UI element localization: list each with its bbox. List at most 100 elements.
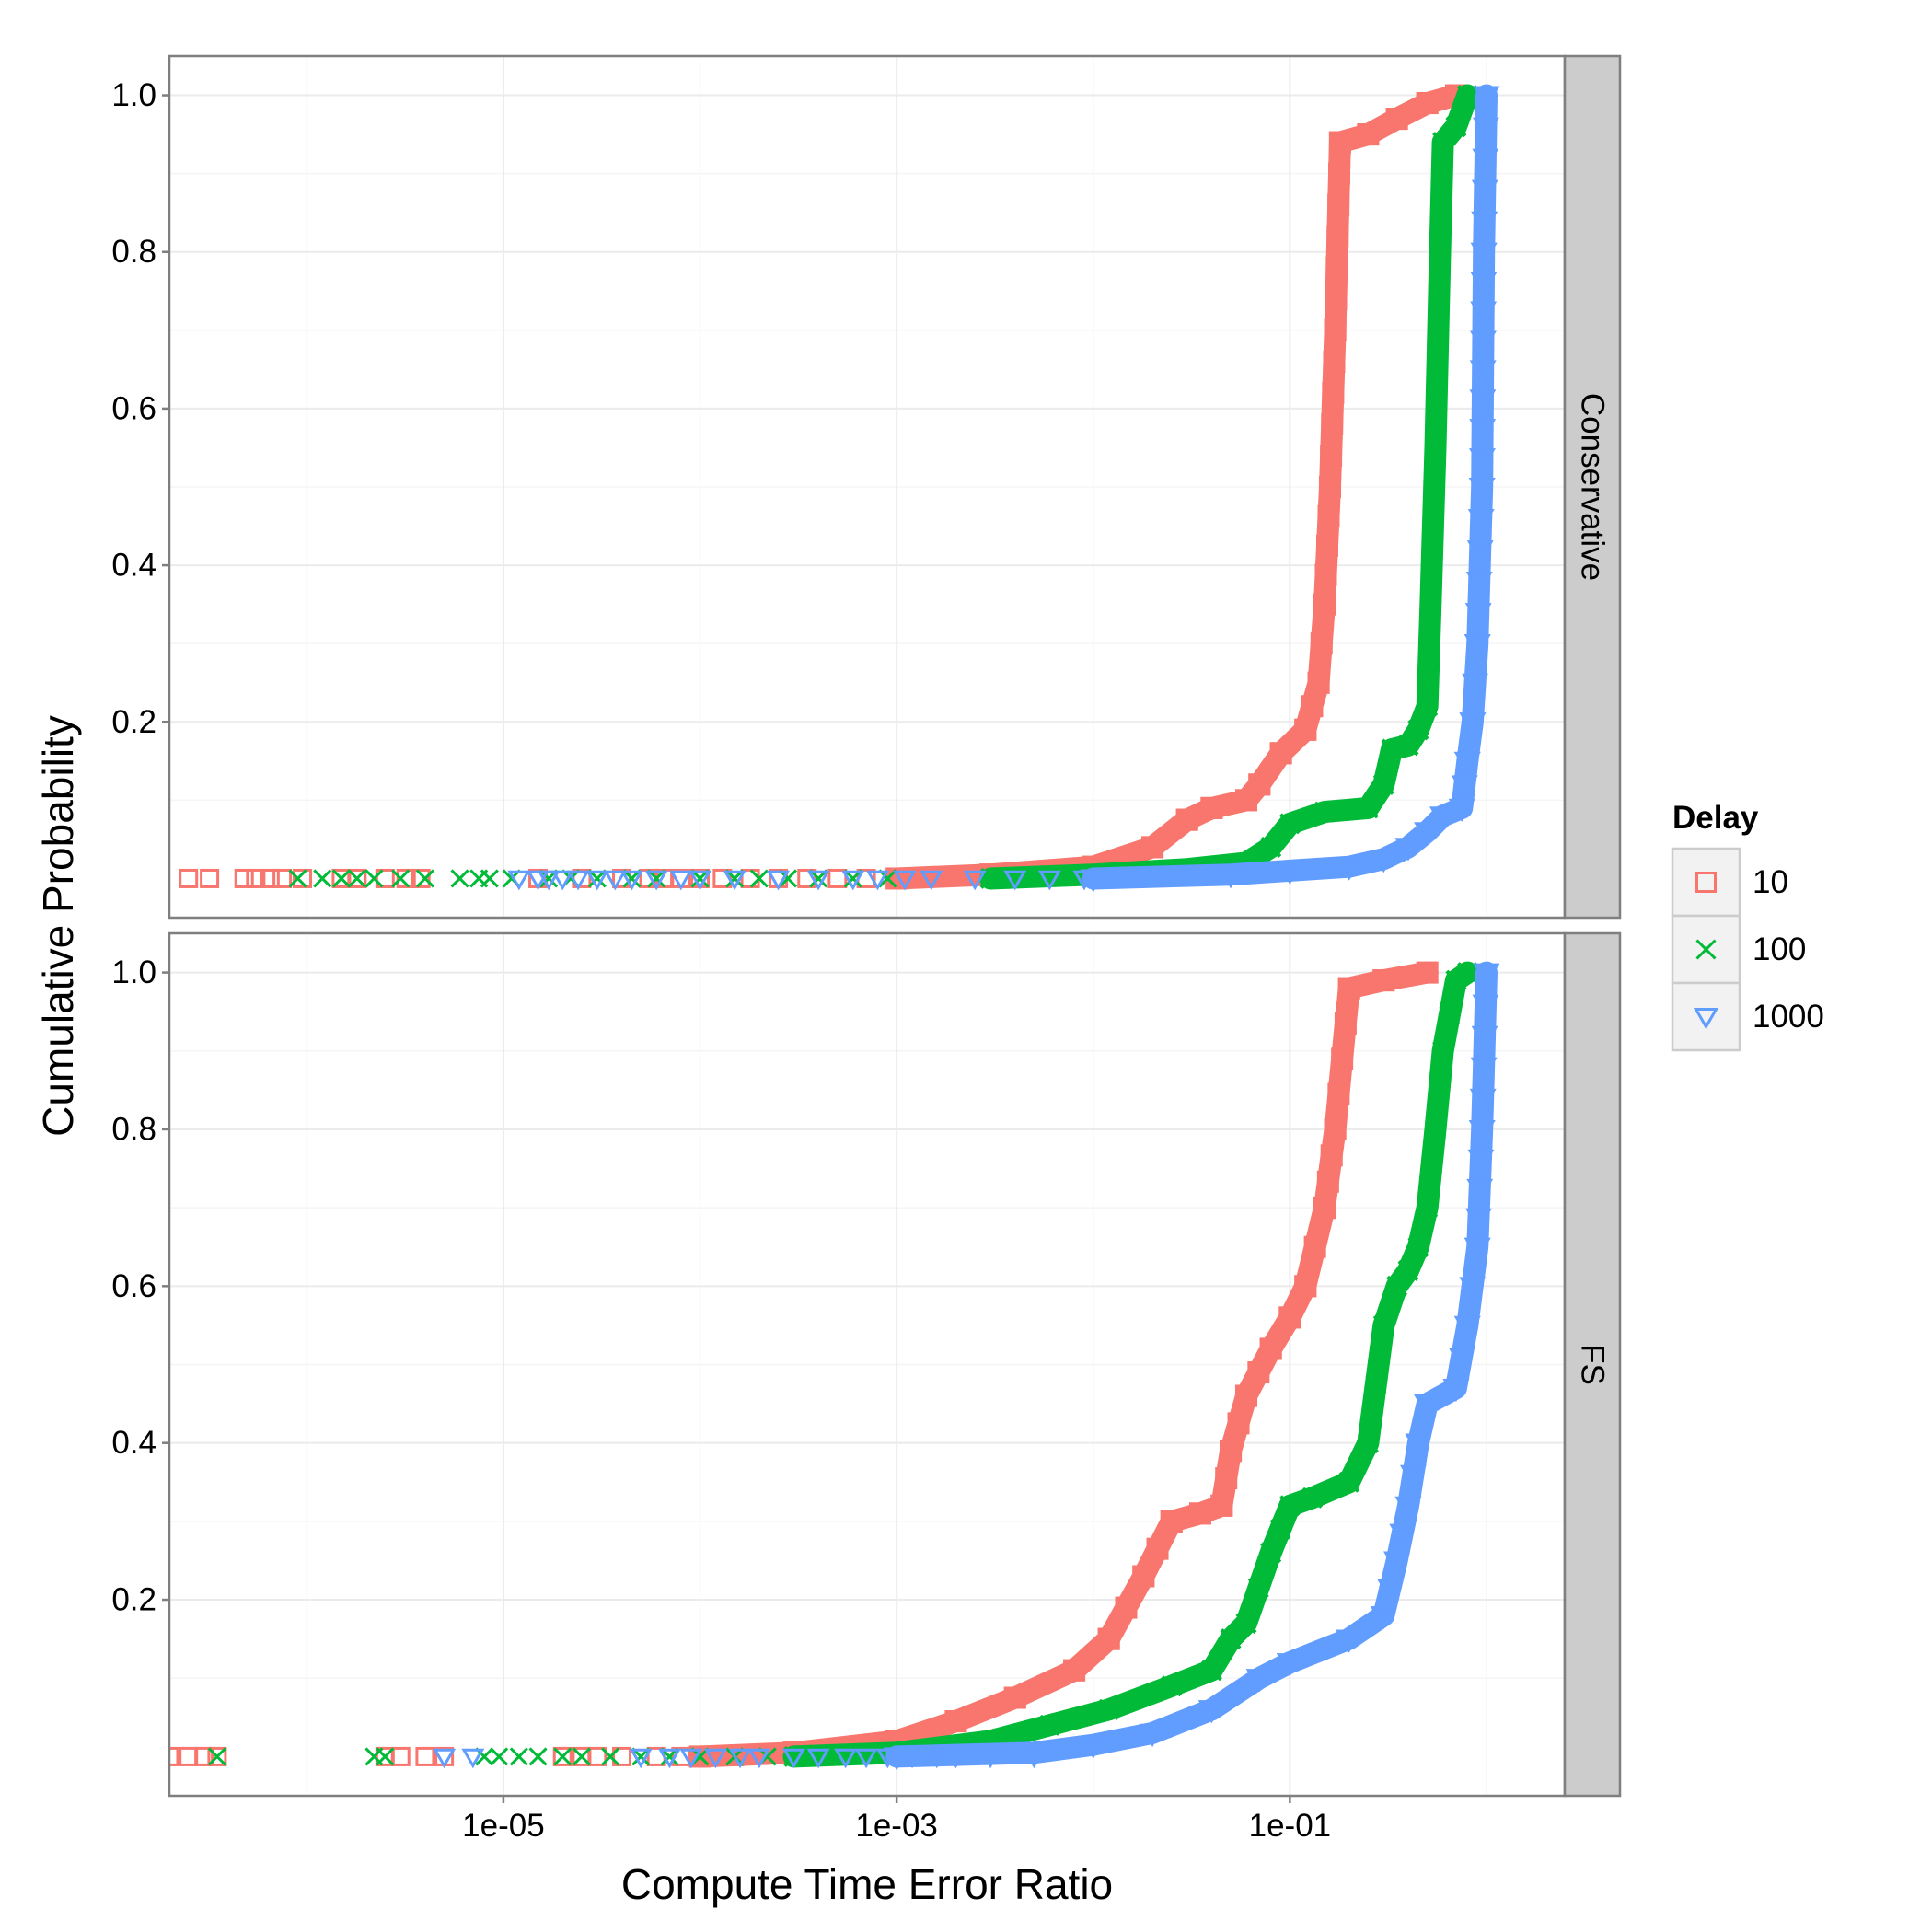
series-100-point: [415, 869, 434, 888]
series-1000-point: [1429, 806, 1457, 830]
series-10-point: [272, 868, 293, 888]
series-1000-point: [1471, 1025, 1498, 1049]
series-1000-point: [1336, 1629, 1363, 1653]
series-1000-point: [1467, 1149, 1495, 1173]
series-10-point: [1234, 789, 1257, 812]
series-10-point: [1321, 412, 1344, 435]
series-1000-point: [619, 870, 643, 891]
series-10-point: [1141, 836, 1164, 859]
series-1000-point: [875, 1748, 899, 1769]
y-tick-label: 0.8: [111, 234, 156, 270]
series-1000-point: [806, 870, 830, 891]
series-10-point: [1269, 742, 1292, 765]
series-1000-point: [1336, 857, 1363, 881]
y-tick-label: 1.0: [111, 954, 156, 990]
series-1000-point: [1465, 1208, 1492, 1232]
y-tick-label: 0.8: [111, 1111, 156, 1147]
y-tick-label: 0.6: [111, 390, 156, 426]
series-100-point: [1425, 1118, 1446, 1140]
series-100-point: [1456, 962, 1478, 984]
series-100-point: [749, 869, 769, 888]
series-1000-point: [1020, 1743, 1047, 1767]
series-100-point: [1424, 469, 1445, 490]
y-tick-label: 0.4: [111, 1425, 156, 1461]
legend-key-symbol: [1695, 939, 1717, 960]
series-100-point: [1445, 969, 1467, 991]
legend-label: 1000: [1753, 999, 1824, 1035]
series-100-point: [1432, 1040, 1454, 1062]
series-10-point: [1372, 969, 1395, 992]
series-1000-point: [1470, 272, 1498, 295]
series-100-point: [1357, 797, 1379, 819]
series-100-point: [1417, 661, 1440, 683]
series-10-point: [1337, 977, 1360, 1000]
series-10-point: [1416, 92, 1439, 115]
series-100-point: [1426, 372, 1448, 393]
series-100-point: [1430, 204, 1452, 226]
series-1000-point: [1399, 1464, 1427, 1488]
series-100-point: [1427, 339, 1449, 361]
x-tick-label: 1e-01: [1249, 1808, 1332, 1844]
series-10-point: [1313, 1197, 1336, 1220]
facet-panel-fs: FS 0.2 0.4 0.6 0.8 1.0: [111, 931, 1622, 1798]
series-100-point: [347, 869, 366, 888]
y-axis-title: Cumulative Probability: [34, 715, 82, 1137]
series-10-point: [1294, 1275, 1317, 1298]
series-100-point: [572, 1747, 591, 1766]
series-1000-point: [461, 1748, 485, 1769]
series-1000-point: [1470, 301, 1498, 325]
series-10-point: [1307, 671, 1330, 694]
series-1000-point: [507, 870, 531, 891]
series-1000-point: [1370, 850, 1397, 873]
series-1000-point: [1414, 822, 1441, 846]
series-1000: [433, 961, 1500, 1771]
series-10-point: [396, 868, 416, 888]
series-1000-point: [1469, 330, 1497, 354]
series-1000-point: [1470, 1057, 1498, 1081]
series-10-point: [260, 868, 280, 888]
series-100-point: [1301, 1487, 1324, 1509]
series-10-point: [1325, 287, 1348, 310]
series-10-point: [1316, 1170, 1339, 1193]
series-1000-point: [1469, 1088, 1497, 1112]
series-1000-point: [1414, 1394, 1441, 1418]
series-10-point: [1324, 318, 1347, 341]
x-axis-title: Compute Time Error Ratio: [621, 1860, 1113, 1908]
series-10-point: [1328, 131, 1351, 154]
series-100-point: [1372, 773, 1394, 795]
series-100-point: [553, 1747, 573, 1766]
series-1000-point: [1003, 870, 1027, 891]
series-1000-point: [1394, 838, 1422, 862]
series-1000-point: [1080, 1735, 1107, 1759]
series-1000-point: [1139, 1723, 1166, 1747]
series-100-point: [1429, 273, 1451, 295]
series-100-point: [1421, 531, 1443, 552]
series-10-point: [1303, 1235, 1326, 1258]
series-10-point: [724, 1746, 745, 1766]
series-100-point: [1428, 307, 1450, 329]
series-10-point: [612, 1746, 632, 1766]
series-1000-point: [1469, 389, 1497, 413]
series-10-point: [1146, 1537, 1169, 1560]
series-100-point: [509, 1747, 528, 1766]
series-10-point: [1215, 1467, 1238, 1490]
series-10-point: [671, 1746, 691, 1766]
series-10-point: [179, 868, 199, 888]
series-10: [169, 961, 1439, 1768]
series-1000-curve: [885, 961, 1498, 1768]
series-100-point: [450, 869, 469, 888]
x-tick-label: 1e-05: [462, 1808, 545, 1844]
series-100-point: [1313, 801, 1336, 823]
series-1000-point: [566, 870, 590, 891]
facet-strip: [1563, 54, 1622, 920]
series-10-point: [552, 1746, 573, 1766]
series-100-point: [1269, 1518, 1291, 1540]
series-10-point: [1301, 695, 1324, 718]
series-10-point: [415, 1746, 435, 1766]
series-100-point: [1260, 837, 1282, 858]
series-1000-point: [1472, 994, 1499, 1018]
series-100-point: [331, 869, 351, 888]
series-100: [207, 961, 1479, 1768]
series-1000-point: [1469, 448, 1496, 472]
series-10-point: [1227, 1412, 1250, 1435]
